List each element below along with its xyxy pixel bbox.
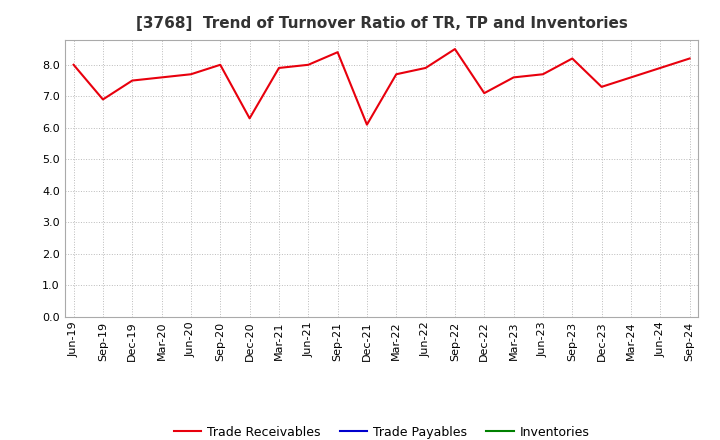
Trade Receivables xyxy=(363,122,372,127)
Trade Receivables xyxy=(246,116,254,121)
Trade Receivables xyxy=(99,97,107,102)
Trade Receivables xyxy=(274,65,283,70)
Trade Receivables xyxy=(598,84,606,89)
Trade Receivables xyxy=(451,46,459,51)
Trade Receivables xyxy=(128,78,137,83)
Trade Receivables xyxy=(685,56,694,61)
Trade Receivables xyxy=(157,75,166,80)
Trade Receivables xyxy=(392,72,400,77)
Trade Receivables xyxy=(480,91,489,96)
Trade Receivables xyxy=(69,62,78,67)
Line: Trade Receivables: Trade Receivables xyxy=(73,49,690,125)
Trade Receivables xyxy=(333,50,342,55)
Trade Receivables xyxy=(216,62,225,67)
Trade Receivables xyxy=(656,65,665,70)
Title: [3768]  Trend of Turnover Ratio of TR, TP and Inventories: [3768] Trend of Turnover Ratio of TR, TP… xyxy=(135,16,628,32)
Legend: Trade Receivables, Trade Payables, Inventories: Trade Receivables, Trade Payables, Inven… xyxy=(168,421,595,440)
Trade Receivables xyxy=(421,65,430,70)
Trade Receivables xyxy=(568,56,577,61)
Trade Receivables xyxy=(509,75,518,80)
Trade Receivables xyxy=(304,62,312,67)
Trade Receivables xyxy=(186,72,195,77)
Trade Receivables xyxy=(539,72,547,77)
Trade Receivables xyxy=(626,75,635,80)
